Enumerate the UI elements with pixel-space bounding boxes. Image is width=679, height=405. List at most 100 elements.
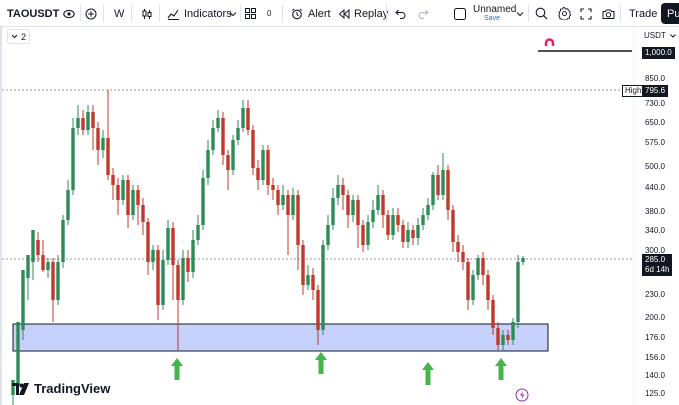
high-price-tag: 795.6 (642, 85, 669, 97)
price-chart[interactable] (0, 27, 679, 405)
layouts-grid-icon[interactable] (245, 0, 256, 27)
price-tick-label: 440.0 (644, 183, 665, 192)
candle-body (11, 380, 15, 395)
price-tick-label: 230.0 (644, 290, 665, 299)
watchlist-icon[interactable] (63, 0, 75, 27)
candle-body (71, 128, 75, 190)
candle-body (471, 275, 475, 300)
redo-icon[interactable] (418, 0, 429, 27)
high-label-tag: High (622, 85, 645, 97)
legend-toggle-button[interactable]: 2 (7, 29, 31, 44)
last-price-value: 285.0 (645, 255, 666, 264)
undo-icon[interactable] (395, 0, 406, 27)
price-tick-label: 575.0 (644, 138, 665, 147)
candle-body (426, 205, 430, 215)
candle-body (251, 130, 255, 168)
candle-body (296, 195, 300, 245)
candle-body (391, 215, 395, 235)
candle-body (236, 128, 240, 140)
high-label: High (625, 86, 642, 95)
divider (103, 5, 104, 22)
candle-body (366, 222, 370, 245)
candle-body (126, 180, 130, 215)
chevron-down-icon[interactable] (229, 0, 237, 27)
trade-button[interactable]: Trade (629, 0, 657, 27)
candle-body (121, 180, 125, 200)
candle-body (516, 262, 520, 322)
divider (282, 5, 283, 22)
layout-checkbox-icon[interactable] (454, 0, 466, 27)
candle-body (421, 215, 425, 225)
arrow-marker[interactable] (315, 352, 327, 374)
last-price-tag: 285.0 6d 14h (642, 254, 673, 276)
candle-body (306, 275, 310, 285)
price-tick-label: 140.0 (644, 371, 665, 380)
indicators-button[interactable]: Indicators (167, 0, 232, 27)
candle-body (341, 185, 345, 195)
settings-gear-icon[interactable] (558, 0, 571, 27)
symbol-search[interactable]: TAOUSDT (7, 0, 59, 27)
candle-body (321, 245, 325, 330)
publish-button[interactable]: Pu (661, 0, 679, 27)
fullscreen-icon[interactable] (580, 0, 592, 27)
candle-body (331, 198, 335, 225)
candle-body (231, 140, 235, 170)
candle-body (356, 200, 360, 225)
chevron-down-icon[interactable] (516, 0, 524, 27)
arrow-marker[interactable] (422, 362, 434, 385)
candlestick-series (11, 90, 525, 405)
legend-count: 2 (21, 31, 27, 42)
candle-body (146, 222, 150, 262)
candle-body (56, 262, 60, 300)
replay-button[interactable]: Replay (338, 0, 388, 27)
quick-search-icon[interactable] (535, 0, 548, 27)
candle-body (201, 178, 205, 225)
layout-name-button[interactable]: Unnamed Save (473, 0, 517, 27)
candle-body (336, 185, 340, 198)
watermark-text: TradingView (34, 381, 111, 396)
symbol-label: TAOUSDT (7, 7, 60, 20)
candle-body (86, 112, 90, 130)
candle-body (226, 155, 230, 170)
divider (386, 5, 387, 22)
arrow-marker[interactable] (171, 358, 183, 380)
divider (528, 5, 529, 22)
candle-body (506, 335, 510, 340)
price-tick-label: 650.0 (644, 118, 665, 127)
interval-button[interactable]: W (114, 0, 124, 27)
price-tick-label: 300.0 (644, 246, 665, 255)
candle-body (46, 262, 50, 270)
candle-body (66, 190, 70, 220)
candle-body (396, 215, 400, 225)
camera-icon[interactable] (602, 0, 615, 27)
currency-selector[interactable]: USDT (644, 31, 676, 40)
candles-icon[interactable] (141, 0, 153, 27)
candle-body (21, 270, 25, 330)
candle-body (351, 200, 355, 215)
layout-name: Unnamed (473, 4, 517, 15)
candle-body (386, 215, 390, 235)
price-tick-label: 730.0 (644, 99, 665, 108)
price-axis-border (633, 27, 634, 405)
candle-body (256, 168, 260, 180)
arrow-marker[interactable] (495, 358, 507, 380)
price-tick-label: 176.0 (644, 333, 665, 342)
price-tick-label: 200.0 (644, 313, 665, 322)
alert-button[interactable]: Alert (291, 0, 331, 27)
candle-body (496, 328, 500, 345)
candle-body (461, 252, 465, 262)
candle-body (36, 240, 40, 255)
candle-body (221, 118, 225, 155)
candle-body (316, 290, 320, 330)
high-price-value: 795.6 (645, 86, 666, 95)
candle-body (51, 262, 55, 300)
candle-body (41, 255, 45, 270)
compare-add-icon[interactable] (85, 0, 97, 27)
candle-body (81, 118, 85, 130)
magnet-icon[interactable] (544, 38, 555, 46)
candle-body (31, 230, 35, 262)
candle-body (361, 225, 365, 245)
support-zone-rectangle[interactable] (12, 323, 549, 352)
candle-body (106, 138, 110, 175)
candle-body (376, 195, 380, 210)
